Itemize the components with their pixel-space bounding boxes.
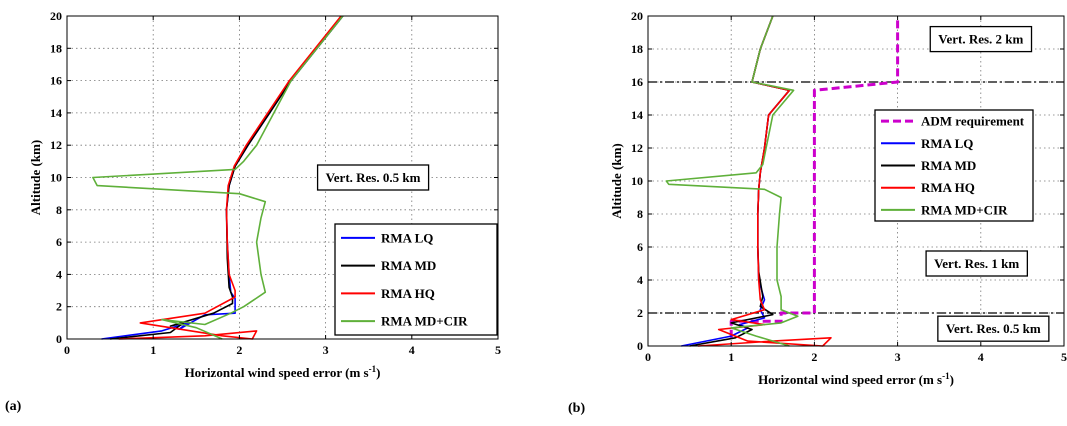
y-axis-label: Altitude (km)	[609, 143, 624, 218]
y-tick-label: 16	[50, 74, 62, 88]
y-axis-label: Altitude (km)	[28, 140, 43, 215]
series-line-rma-md-cir	[92, 15, 344, 340]
y-tick-label: 12	[50, 138, 62, 152]
annotation-box	[316, 164, 430, 191]
legend-label: ADM requirement	[921, 114, 1025, 129]
x-tick-label: 4	[409, 343, 415, 357]
legend-label: RMA HQ	[921, 180, 975, 195]
y-tick-label: 10	[50, 171, 62, 185]
y-tick-label: 20	[631, 9, 643, 23]
x-tick-label: 1	[728, 350, 734, 364]
annotation-text: Vert. Res. 0.5 km	[326, 170, 421, 185]
y-tick-label: 4	[56, 267, 62, 281]
x-tick-label: 0	[645, 350, 651, 364]
y-tick-label: 2	[637, 306, 643, 320]
legend-label: RMA MD+CIR	[921, 202, 1008, 217]
panel-label: (a)	[5, 399, 22, 414]
y-tick-label: 18	[50, 41, 62, 55]
annotation-text: Vert. Res. 1 km	[934, 256, 1019, 271]
legend-label: RMA LQ	[381, 230, 433, 245]
resolution-annotation: Vert. Res. 0.5 km	[316, 164, 430, 191]
series-line-rma-md-cir	[665, 15, 799, 347]
annotation-box	[925, 250, 1029, 277]
x-tick-label: 3	[323, 343, 329, 357]
annotation-box	[937, 315, 1050, 342]
y-tick-label: 16	[631, 75, 643, 89]
x-tick-label: 2	[236, 343, 242, 357]
y-tick-label: 0	[56, 332, 62, 346]
x-tick-label: 4	[978, 350, 984, 364]
annotation-text: Vert. Res. 0.5 km	[946, 321, 1041, 336]
y-tick-label: 12	[631, 141, 643, 155]
legend-label: RMA LQ	[921, 136, 973, 151]
x-axis-label: Horizontal wind speed error (m s-1)	[185, 364, 381, 380]
x-tick-label: 2	[811, 350, 817, 364]
annotation-box	[929, 25, 1033, 53]
x-tick-label: 5	[1061, 350, 1067, 364]
legend-label: RMA MD+CIR	[381, 314, 468, 329]
x-tick-label: 3	[895, 350, 901, 364]
annotation-text: Vert. Res. 2 km	[938, 32, 1023, 47]
y-tick-label: 18	[631, 42, 643, 56]
resolution-annotation: Vert. Res. 0.5 km	[937, 315, 1050, 342]
series-line-rma-hq	[697, 15, 832, 347]
y-tick-label: 0	[637, 339, 643, 353]
y-tick-label: 6	[637, 240, 643, 254]
series-line-rma-md	[110, 15, 344, 340]
legend: RMA LQ RMA MD RMA HQ RMA MD+CIR	[334, 223, 498, 336]
x-tick-label: 1	[150, 343, 156, 357]
y-tick-label: 6	[56, 235, 62, 249]
y-tick-label: 20	[50, 9, 62, 23]
resolution-annotation: Vert. Res. 2 km	[929, 25, 1033, 53]
legend-label: RMA MD	[921, 158, 976, 173]
resolution-annotation: Vert. Res. 1 km	[925, 250, 1029, 277]
x-tick-label: 0	[64, 343, 70, 357]
legend: ADM requirement RMA LQ RMA MD RMA HQ RMA MD+…	[874, 109, 1034, 222]
y-tick-label: 4	[637, 273, 643, 287]
y-tick-label: 14	[631, 108, 643, 122]
y-tick-label: 8	[56, 203, 62, 217]
legend-box	[334, 223, 498, 336]
x-axis-label: Horizontal wind speed error (m s-1)	[758, 371, 954, 387]
y-tick-label: 8	[637, 207, 643, 221]
y-tick-label: 10	[631, 174, 643, 188]
x-tick-label: 5	[495, 343, 501, 357]
y-tick-label: 2	[56, 300, 62, 314]
legend-label: RMA MD	[381, 258, 436, 273]
y-tick-label: 14	[50, 106, 62, 120]
panel-label: (b)	[568, 401, 585, 416]
legend-label: RMA HQ	[381, 286, 435, 301]
